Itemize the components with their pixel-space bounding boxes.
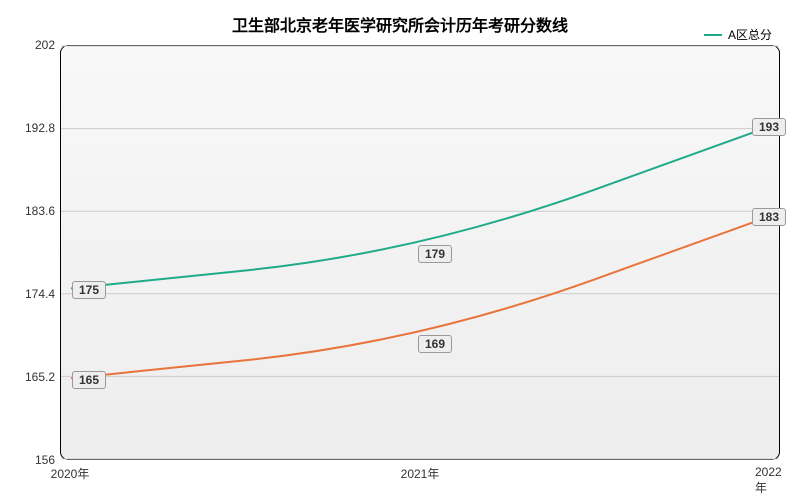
data-label: 179 <box>418 245 452 263</box>
y-tick-label: 192.8 <box>25 121 55 135</box>
y-tick-label: 174.4 <box>25 287 55 301</box>
data-label: 165 <box>72 371 106 389</box>
x-tick-label: 2021年 <box>401 465 440 482</box>
plot-area: 175179193165169183 <box>60 45 780 460</box>
legend-swatch-a <box>704 34 722 36</box>
data-label: 183 <box>752 208 786 226</box>
y-tick-label: 202 <box>35 38 55 52</box>
series-line <box>71 127 769 289</box>
y-tick-label: 165.2 <box>25 370 55 384</box>
data-label: 193 <box>752 118 786 136</box>
x-tick-label: 2020年 <box>51 465 90 482</box>
data-label: 175 <box>72 281 106 299</box>
chart-title: 卫生部北京老年医学研究所会计历年考研分数线 <box>0 12 800 36</box>
chart-container: 卫生部北京老年医学研究所会计历年考研分数线 A区总分 B区总分 17517919… <box>0 0 800 500</box>
x-tick-label: 2022年 <box>755 465 785 496</box>
legend-item-a: A区总分 <box>704 26 772 43</box>
data-label: 169 <box>418 335 452 353</box>
y-tick-label: 183.6 <box>25 204 55 218</box>
legend-label-a: A区总分 <box>728 26 772 43</box>
